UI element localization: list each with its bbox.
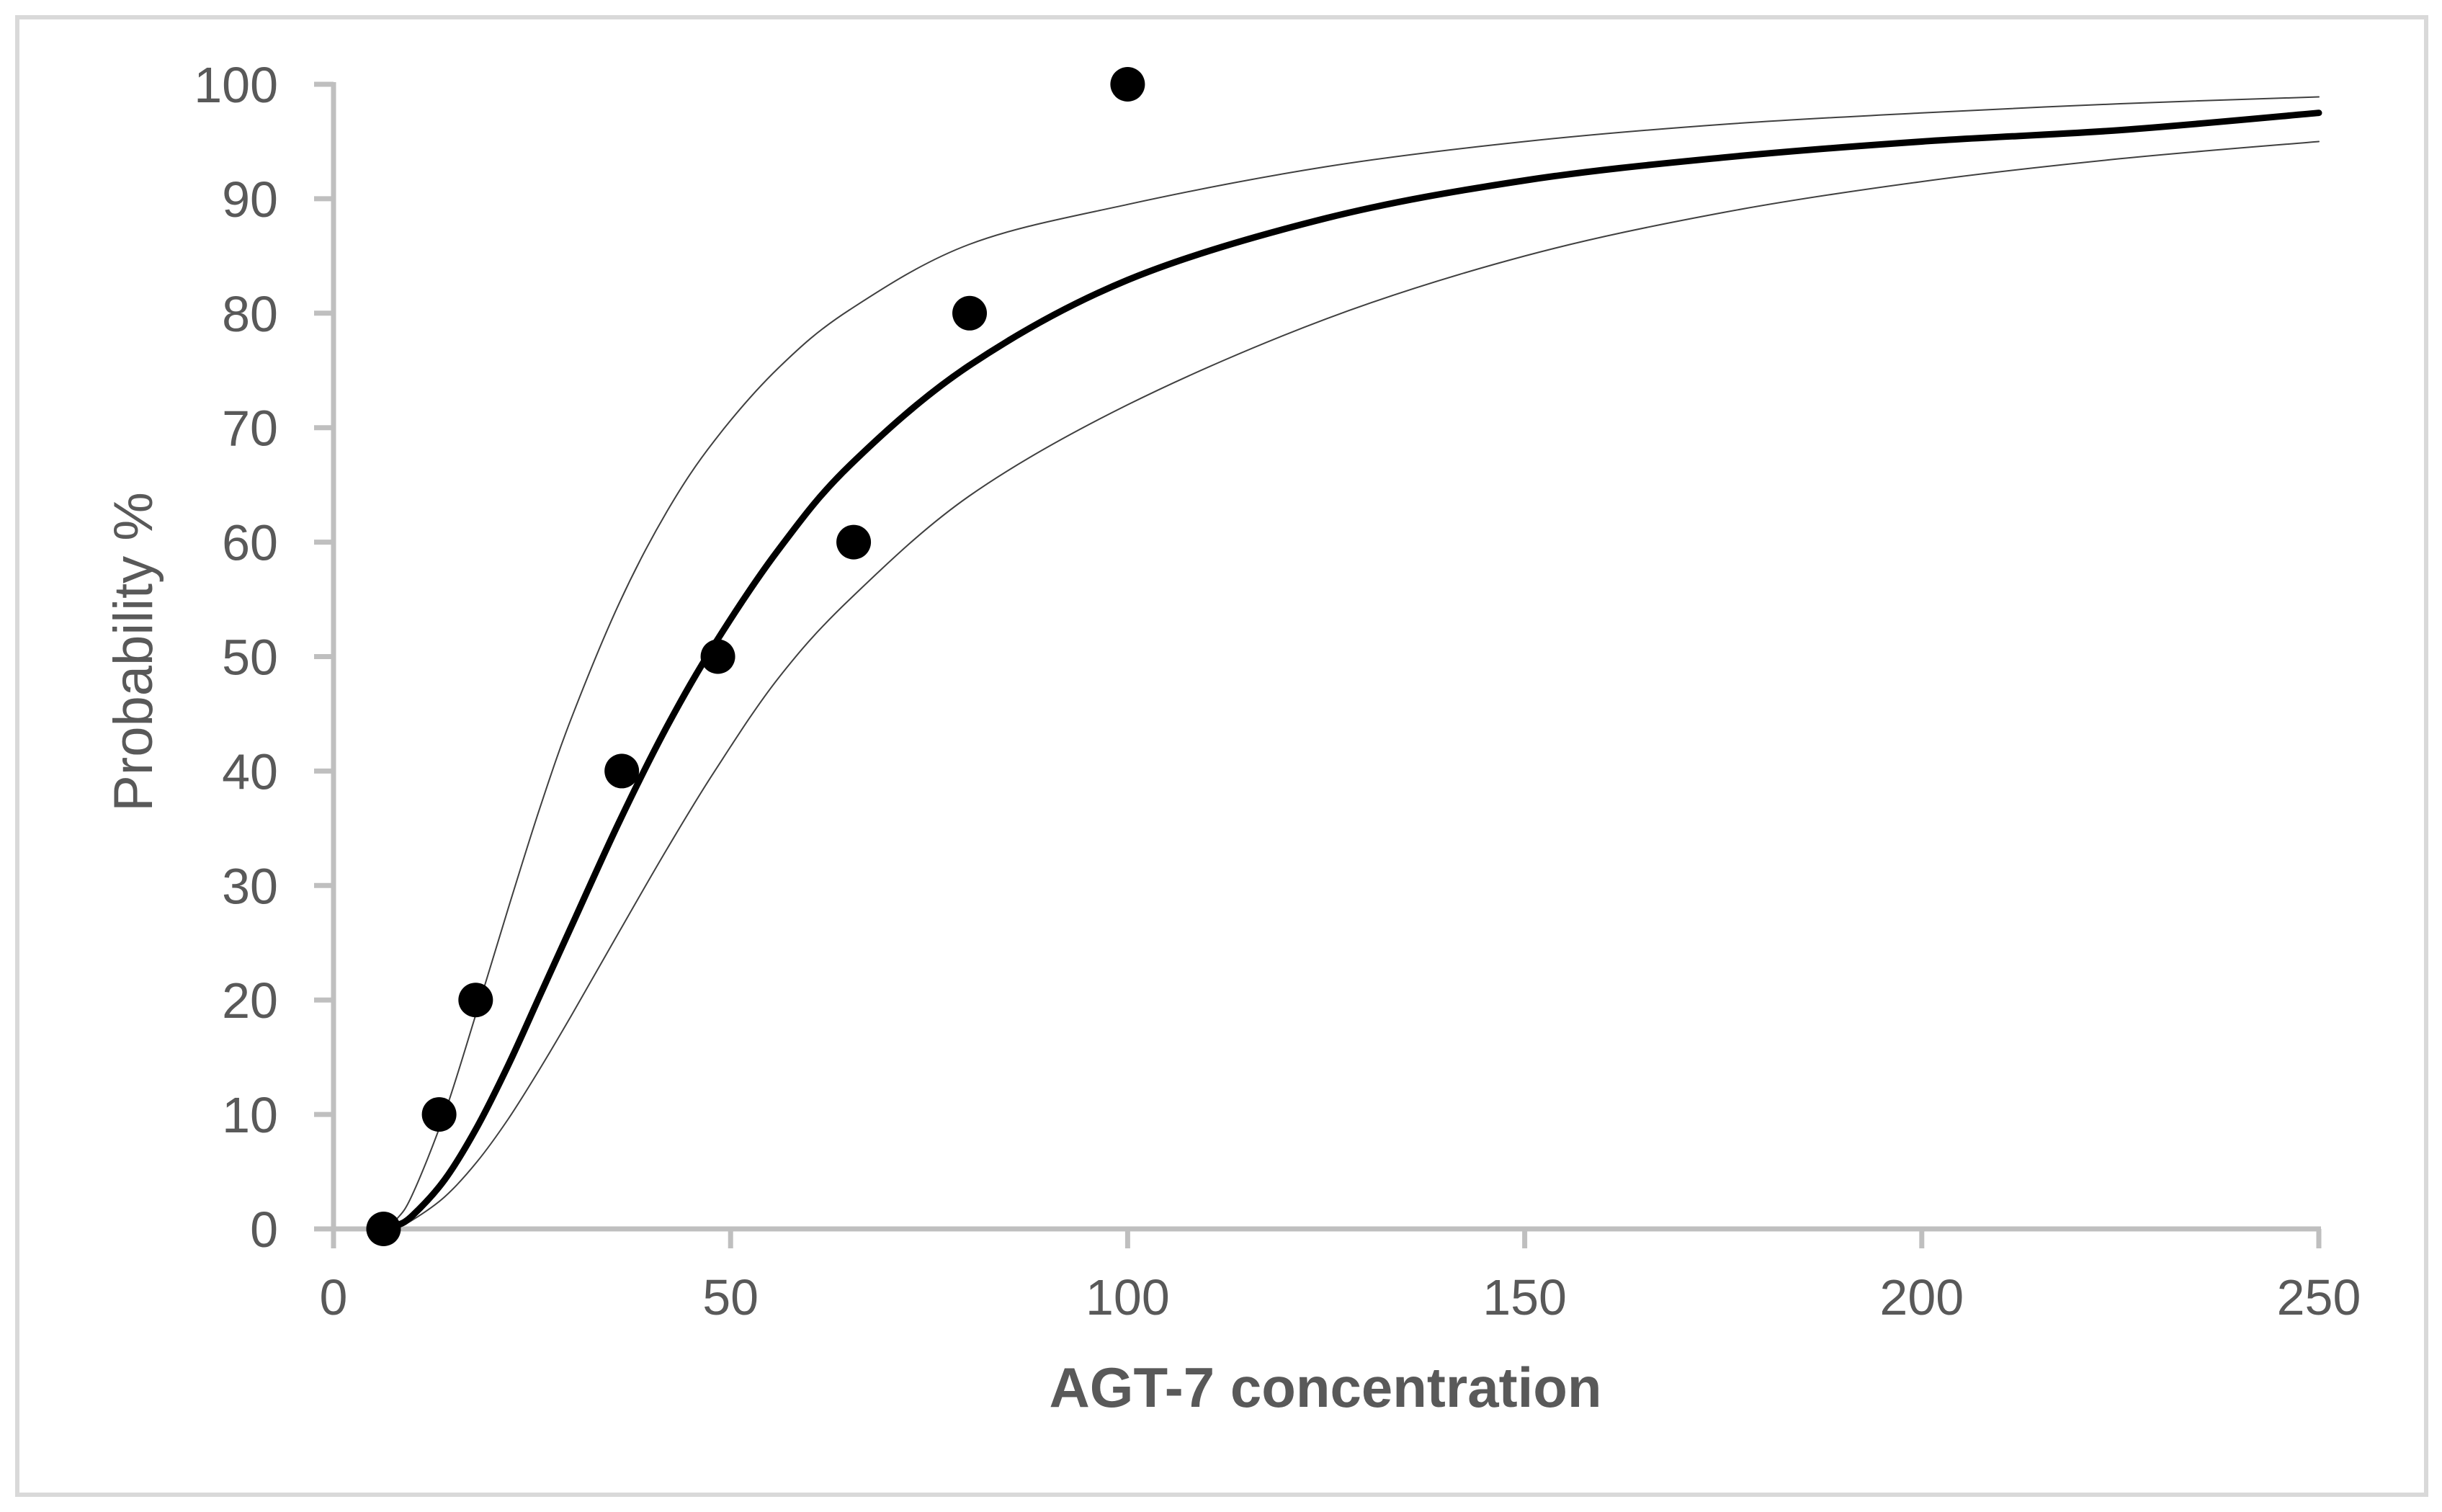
data-markers xyxy=(366,67,1145,1246)
chart-border xyxy=(15,15,2428,1497)
x-tick-label: 0 xyxy=(320,1269,348,1325)
lower-confidence-curve xyxy=(380,140,2320,1230)
data-point-marker xyxy=(421,1097,457,1132)
x-tick-label: 200 xyxy=(1879,1269,1964,1325)
y-axis-title: Probability % xyxy=(103,492,164,812)
x-axis-title: AGT-7 concentration xyxy=(1049,1356,1601,1419)
y-axis: 0 10 20 30 40 50 60 70 80 90 100 xyxy=(194,57,336,1258)
y-tick-label: 0 xyxy=(250,1202,278,1258)
data-point-marker xyxy=(604,753,640,789)
y-tick-label: 90 xyxy=(222,171,278,228)
fitted-curve xyxy=(377,109,2322,1233)
y-tick-label: 100 xyxy=(194,57,278,113)
y-tick-label: 60 xyxy=(222,515,278,571)
data-point-marker xyxy=(836,524,872,560)
data-point-marker xyxy=(366,1212,401,1246)
data-point-marker xyxy=(700,639,735,674)
x-axis: 0 50 100 150 200 250 xyxy=(314,1226,2361,1325)
y-tick-label: 30 xyxy=(222,858,278,914)
y-tick-label: 80 xyxy=(222,286,278,342)
x-tick-label: 100 xyxy=(1086,1269,1170,1325)
data-point-marker xyxy=(458,983,493,1018)
data-point-marker xyxy=(952,295,988,331)
x-tick-label: 150 xyxy=(1482,1269,1567,1325)
x-tick-label: 50 xyxy=(702,1269,759,1325)
y-tick-label: 10 xyxy=(222,1087,278,1143)
y-tick-label: 20 xyxy=(222,972,278,1029)
y-tick-label: 50 xyxy=(222,630,278,686)
x-tick-label: 250 xyxy=(2277,1269,2361,1325)
data-point-marker xyxy=(1110,67,1145,102)
y-tick-label: 70 xyxy=(222,401,278,457)
y-tick-label: 40 xyxy=(222,743,278,800)
